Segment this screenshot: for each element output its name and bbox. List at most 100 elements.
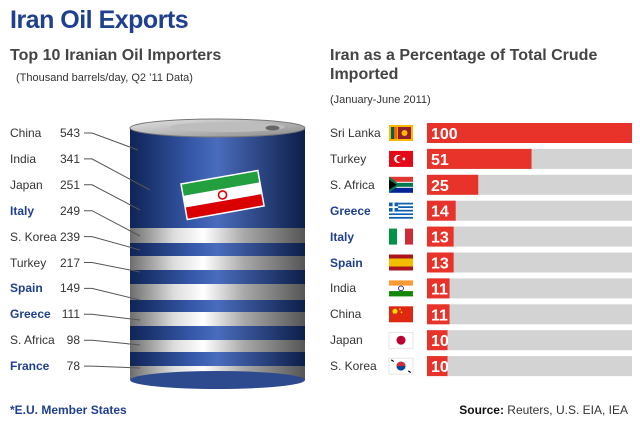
leader-line [84, 132, 139, 151]
importer-country-label: S. Korea [10, 229, 57, 244]
bar-track-s-korea [427, 356, 632, 377]
south-korea-flag-icon [388, 357, 414, 375]
bar-china [427, 304, 450, 325]
bar-value-label-japan: 10 [431, 333, 449, 350]
country-flags [388, 125, 414, 375]
importer-value-label: 149 [59, 281, 80, 296]
sri-lanka-flag-icon [389, 125, 413, 141]
bar-value-label-spain: 13 [431, 256, 449, 273]
bar-value-label-s-korea: 10 [431, 359, 449, 376]
importer-row-s-africa: S. Africa 98 [10, 331, 80, 349]
importer-country-label: India [10, 151, 37, 166]
importer-country-label: Greece [10, 307, 51, 322]
bar-track-japan [427, 330, 632, 351]
importer-country-label: France [10, 359, 50, 374]
percentage-country-label-turkey: Turkey [330, 151, 367, 166]
importer-value-label: 111 [61, 307, 80, 322]
percentage-country-label-spain: Spain [330, 255, 363, 270]
barrel-band-5 [130, 352, 305, 366]
bar-s-africa [427, 174, 479, 195]
importer-country-label: Japan [10, 177, 43, 192]
leader-line [84, 262, 141, 273]
importer-value-label: 217 [59, 255, 80, 270]
barrel-band-4 [130, 326, 305, 340]
percentage-country-label-s-africa: S. Africa [330, 177, 375, 192]
importer-country-label: S. Africa [10, 333, 55, 348]
importer-row-s-korea: S. Korea 239 [10, 228, 80, 246]
south-africa-flag-icon [389, 176, 413, 193]
leader-line [84, 365, 141, 369]
importer-country-label: Turkey [10, 255, 47, 270]
bar-value-label-china: 11 [431, 307, 448, 324]
leader-line [84, 184, 141, 211]
importer-value-label: 239 [59, 229, 80, 244]
percentage-bars: 100 51 25 14 13 13 11 11 10 10 [427, 123, 632, 377]
bar-value-label-turkey: 51 [431, 152, 449, 169]
leader-line [84, 210, 141, 237]
importer-country-label: Italy [10, 203, 35, 218]
importer-value-label: 543 [59, 126, 80, 140]
percentage-country-label-japan: Japan [330, 333, 363, 348]
bar-sri-lanka [427, 123, 632, 143]
importer-row-india: India 341 [10, 150, 80, 168]
bar-value-label-sri-lanka: 100 [431, 126, 458, 143]
page-title: Iran Oil Exports [10, 6, 189, 34]
percentage-country-label-sri-lanka: Sri Lanka [330, 126, 381, 140]
bar-track-india [427, 278, 632, 299]
percentage-country-label-india: India [330, 281, 357, 296]
importer-country-label: Spain [10, 281, 43, 296]
importer-row-spain: Spain 149 [10, 279, 80, 297]
greece-flag-icon [389, 202, 413, 219]
leader-line [84, 313, 141, 321]
percentage-country-label-italy: Italy [330, 229, 355, 244]
bar-greece [427, 200, 456, 221]
leader-line [84, 287, 141, 301]
leader-lines [84, 132, 151, 369]
importer-value-label: 341 [59, 151, 80, 166]
left-chart-subtitle: (Thousand barrels/day, Q2 ’11 Data) [16, 72, 193, 84]
iran-flag-icon [180, 169, 265, 221]
china-flag-icon [389, 306, 413, 323]
bar-track-spain [427, 252, 632, 273]
bar-japan [427, 330, 448, 351]
importer-row-italy: Italy 249 [10, 202, 80, 220]
bar-track-italy [427, 226, 632, 247]
bar-spain [427, 252, 454, 273]
bar-track-china [427, 304, 632, 325]
importer-row-greece: Greece 111 [10, 305, 80, 323]
importer-value-label: 251 [59, 177, 80, 192]
barrel-lid-inner [170, 122, 285, 132]
importer-value-label: 78 [66, 359, 80, 374]
bar-value-label-greece: 14 [431, 204, 449, 221]
barrel-band-1 [130, 243, 305, 256]
importer-row-turkey: Turkey 217 [10, 254, 80, 272]
source-text: Reuters, U.S. EIA, IEA [503, 403, 628, 417]
importer-row-france: France 78 [10, 357, 80, 375]
bar-value-label-s-africa: 25 [431, 178, 449, 195]
bar-track-greece [427, 200, 632, 221]
leader-line [84, 236, 141, 251]
source-note: Source: Reuters, U.S. EIA, IEA [459, 403, 628, 417]
leader-line [84, 158, 151, 191]
india-flag-icon [389, 280, 413, 297]
italy-flag-icon [389, 228, 413, 245]
spain-flag-icon [389, 254, 413, 271]
left-chart-title: Top 10 Iranian Oil Importers [10, 47, 222, 64]
importer-row-china: China 543 [10, 124, 80, 142]
turkey-flag-icon [389, 150, 413, 167]
bar-value-label-india: 11 [431, 281, 448, 298]
source-label: Source: [459, 403, 504, 417]
leader-line [84, 339, 141, 346]
barrel-bottom [130, 371, 305, 389]
barrel-band-3 [130, 300, 305, 312]
importer-value-label: 98 [66, 333, 80, 348]
bar-value-label-italy: 13 [431, 230, 449, 247]
bar-italy [427, 226, 454, 247]
japan-flag-icon [388, 331, 414, 349]
right-chart-subtitle: (January-June 2011) [330, 94, 431, 106]
oil-barrel-illustration [129, 118, 306, 389]
percentage-country-label-greece: Greece [330, 203, 371, 218]
barrel-bung [265, 125, 280, 131]
eu-member-note: *E.U. Member States [10, 403, 127, 417]
